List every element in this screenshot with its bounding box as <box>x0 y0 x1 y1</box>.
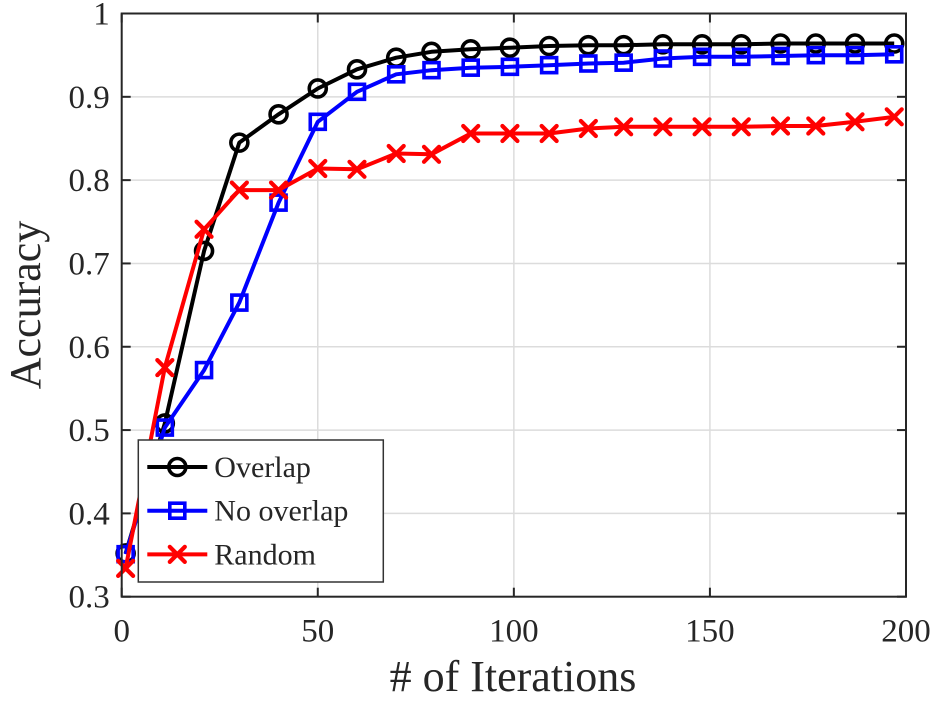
series-random <box>116 107 904 578</box>
series-layer <box>115 33 905 578</box>
series-overlap-marker <box>346 59 368 80</box>
series-overlap-marker <box>460 39 482 60</box>
series-random-marker <box>421 144 442 164</box>
series-overlap-marker <box>538 35 560 57</box>
series-overlap-marker <box>268 104 289 125</box>
series-random-marker <box>539 123 559 144</box>
series-random-marker <box>308 158 328 179</box>
series-overlap-marker <box>652 34 674 55</box>
x-tick-label: 50 <box>301 614 334 650</box>
series-no-overlap-marker <box>579 54 598 73</box>
series-random-marker <box>692 117 712 137</box>
y-tick-label: 0.5 <box>68 413 109 449</box>
series-overlap-marker <box>844 33 866 54</box>
series-random-marker <box>731 117 751 137</box>
series-random-marker <box>884 107 904 127</box>
series-no-overlap-marker <box>731 47 751 67</box>
legend-item-overlap: Overlap <box>147 451 311 484</box>
x-tick-label: 150 <box>685 614 735 650</box>
series-random-marker <box>500 123 520 144</box>
series-no-overlap-marker <box>500 57 520 77</box>
series-overlap-marker <box>499 37 521 58</box>
legend-label: Random <box>214 538 316 571</box>
y-axis-label: Accuracy <box>1 221 50 390</box>
series-random-marker <box>268 180 289 200</box>
legend-item-no-overlap: No overlap <box>147 495 348 528</box>
y-tick-label: 0.4 <box>68 496 109 532</box>
legend-label: Overlap <box>214 451 311 484</box>
y-tick-label: 0.3 <box>68 580 109 616</box>
y-tick-label: 0.9 <box>68 80 109 116</box>
series-no-overlap-marker <box>884 45 904 64</box>
series-overlap-line <box>123 41 895 554</box>
series-overlap-marker <box>691 34 713 55</box>
series-no-overlap-marker <box>386 65 406 84</box>
series-no-overlap-marker <box>806 45 826 65</box>
series-no-overlap-marker <box>347 82 367 102</box>
legend-sample-marker <box>168 501 187 521</box>
series-no-overlap-marker <box>771 46 790 66</box>
tick-labels-layer: 0 50 100 150 200 0.3 0.4 0.5 0.6 0.7 0.8 0.9 1 <box>68 0 930 650</box>
series-no-overlap-marker <box>308 112 328 132</box>
x-tick-label: 0 <box>113 614 130 650</box>
series-overlap-marker <box>307 78 329 99</box>
series-no-overlap-marker <box>155 418 175 437</box>
legend-label: No overlap <box>214 495 348 528</box>
series-overlap-marker <box>883 33 905 54</box>
series-no-overlap-marker <box>230 293 249 312</box>
series-random-marker <box>116 558 136 578</box>
legend: Overlap No overlap Random <box>137 439 385 583</box>
series-overlap-marker <box>193 240 215 262</box>
series-overlap-marker <box>421 41 442 63</box>
series-overlap-marker <box>229 132 250 153</box>
series-random-marker <box>155 357 175 378</box>
series-random-marker <box>845 112 865 132</box>
series-no-overlap <box>116 45 904 564</box>
series-random-marker <box>347 159 367 179</box>
series-no-overlap-marker <box>845 45 865 65</box>
series-overlap-marker <box>770 33 791 54</box>
x-tick-label: 100 <box>489 614 539 650</box>
series-random-marker <box>653 117 673 137</box>
series-no-overlap-marker <box>269 193 288 212</box>
series-random-marker <box>229 180 249 200</box>
series-overlap-marker <box>805 33 827 54</box>
y-tick-label: 1 <box>93 0 110 33</box>
legend-item-random: Random <box>147 538 316 571</box>
x-axis-label: # of Iterations <box>390 652 637 701</box>
y-tick-label: 0.6 <box>68 330 109 366</box>
series-no-overlap-marker <box>653 49 673 68</box>
series-no-overlap-marker <box>422 60 441 80</box>
series-random-marker <box>578 118 598 139</box>
axes-layer <box>120 12 907 598</box>
x-tick-label: 200 <box>881 614 931 650</box>
series-random-marker <box>614 117 634 137</box>
series-no-overlap-marker <box>461 58 481 77</box>
series-random-marker <box>194 219 214 239</box>
series-no-overlap-marker <box>692 47 712 67</box>
series-no-overlap-marker <box>614 53 633 72</box>
y-tick-label: 0.7 <box>68 246 109 282</box>
series-no-overlap-line <box>123 52 895 555</box>
series-random-marker <box>806 116 826 136</box>
series-random-marker <box>461 123 481 144</box>
legend-sample-marker <box>167 456 188 478</box>
series-no-overlap-marker <box>539 55 559 75</box>
series-overlap-marker <box>730 34 752 55</box>
legend-sample-marker <box>167 544 187 565</box>
y-tick-label: 0.8 <box>68 163 109 199</box>
series-no-overlap-marker <box>194 360 214 380</box>
series-overlap-marker <box>578 34 599 56</box>
series-random-marker <box>770 116 791 136</box>
series-random-marker <box>386 143 406 164</box>
